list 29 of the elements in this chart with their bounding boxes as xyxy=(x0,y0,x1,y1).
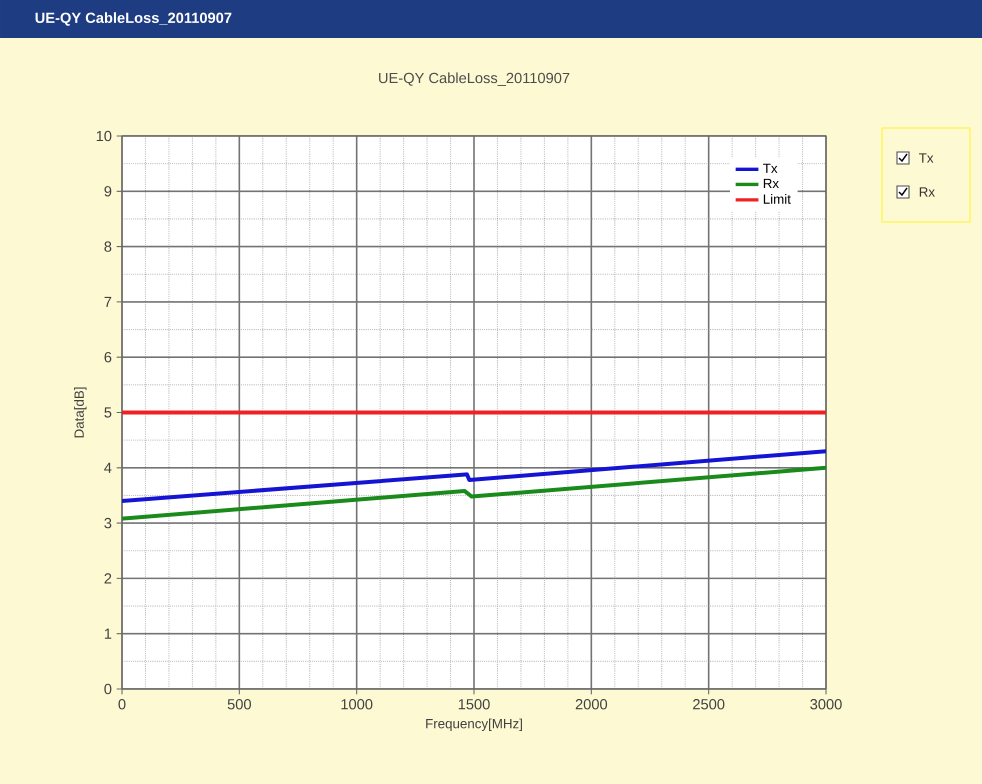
y-tick-label: 7 xyxy=(104,296,112,307)
x-tick-label: 2000 xyxy=(576,699,608,710)
x-tick-label: 0 xyxy=(118,699,126,710)
text: UE-QY CableLoss_20110907 xyxy=(36,12,232,26)
legend-label: Rx xyxy=(764,178,779,188)
x-tick-label: 3000 xyxy=(810,699,842,710)
y-tick-label: 1 xyxy=(104,628,112,639)
chart-title: UE-QY CableLoss_20110907 xyxy=(379,72,570,86)
y-tick-label: 10 xyxy=(96,130,112,142)
x-tick-label: 2500 xyxy=(693,699,724,710)
x-tick-label: 1500 xyxy=(458,699,490,710)
y-tick-label: 8 xyxy=(104,241,112,252)
y-tick-label: 9 xyxy=(104,186,112,196)
x-axis-title: Frequency[MHz] xyxy=(426,718,522,731)
y-axis-title: Data[dB] xyxy=(74,387,86,438)
y-tick-label: 2 xyxy=(104,573,112,584)
line-series xyxy=(122,466,826,521)
y-tick-label: 4 xyxy=(104,462,112,473)
legend-label: Tx xyxy=(763,164,778,173)
y-tick-label: 6 xyxy=(104,352,112,362)
text: Rx xyxy=(920,187,935,197)
y-tick-label: 0 xyxy=(104,684,112,694)
x-tick-label: 500 xyxy=(228,699,251,710)
line-series xyxy=(122,449,826,503)
text: Tx xyxy=(919,153,934,163)
y-tick-label: 3 xyxy=(104,518,112,528)
x-tick-label: 1000 xyxy=(341,699,372,710)
legend-label: Limit xyxy=(764,194,791,204)
y-tick-label: 5 xyxy=(104,407,112,418)
